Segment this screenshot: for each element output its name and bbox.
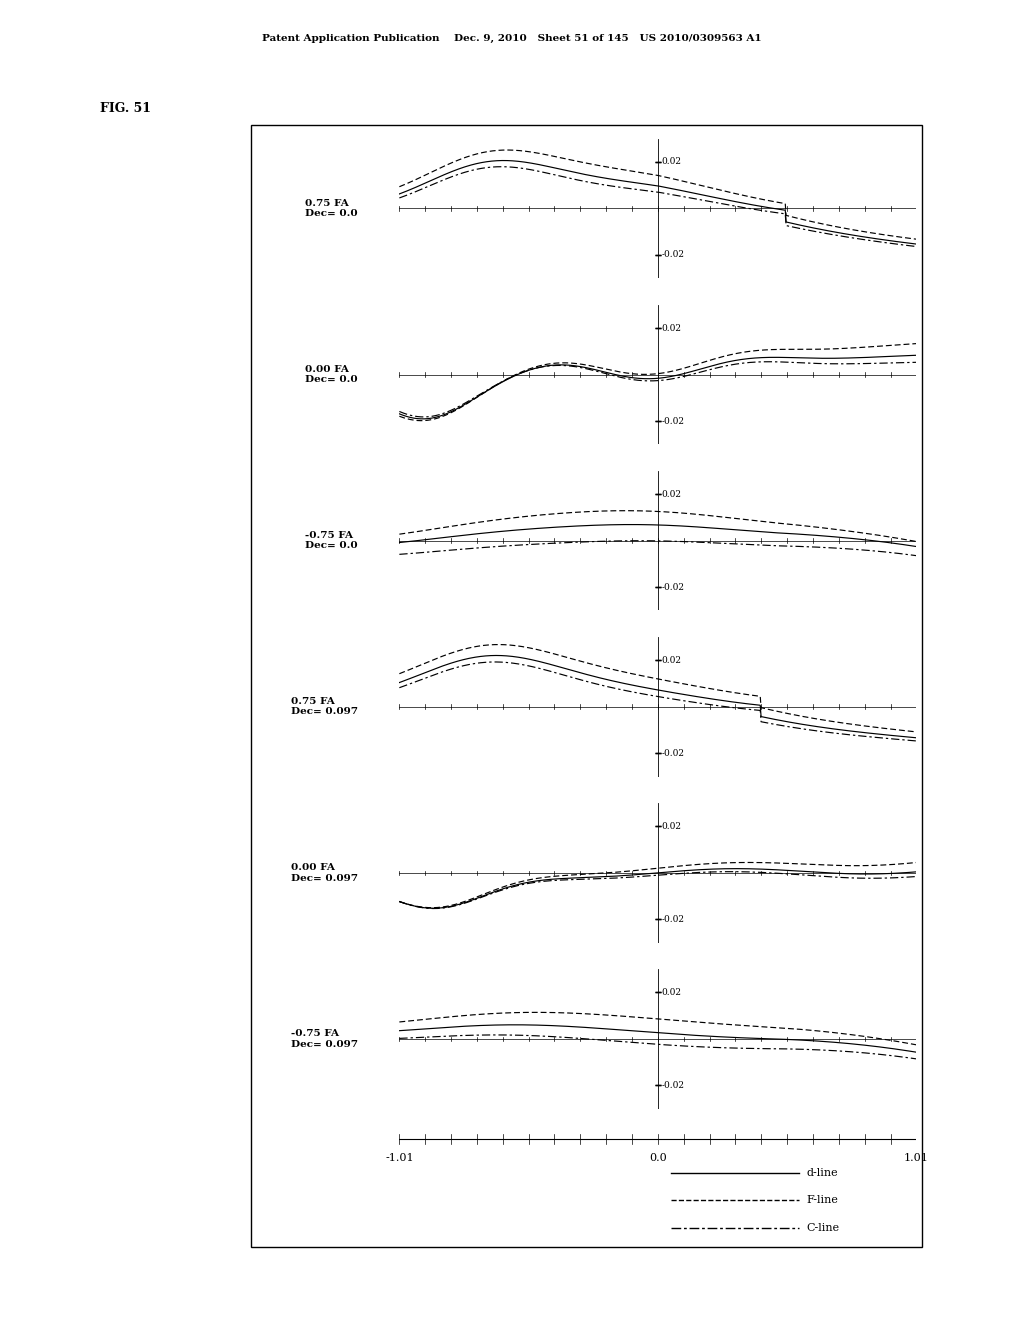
Text: -0.02: -0.02 xyxy=(662,748,685,758)
Text: 0.02: 0.02 xyxy=(662,490,682,499)
Text: FIG. 51: FIG. 51 xyxy=(100,102,152,115)
Text: 0.02: 0.02 xyxy=(662,323,682,333)
Text: 0.02: 0.02 xyxy=(662,656,682,665)
Text: 0.00 FA
Dec= 0.097: 0.00 FA Dec= 0.097 xyxy=(291,863,357,883)
Text: -0.02: -0.02 xyxy=(662,1081,685,1090)
Text: C-line: C-line xyxy=(807,1222,840,1233)
Text: -0.02: -0.02 xyxy=(662,915,685,924)
Text: 0.02: 0.02 xyxy=(662,157,682,166)
Text: 0.0: 0.0 xyxy=(649,1154,667,1163)
Text: 0.00 FA
Dec= 0.0: 0.00 FA Dec= 0.0 xyxy=(305,364,357,384)
Text: -0.02: -0.02 xyxy=(662,582,685,591)
Text: 0.02: 0.02 xyxy=(662,822,682,830)
Text: d-line: d-line xyxy=(807,1168,838,1177)
Text: F-line: F-line xyxy=(807,1196,839,1205)
Text: 0.75 FA
Dec= 0.0: 0.75 FA Dec= 0.0 xyxy=(305,199,357,218)
Text: 0.02: 0.02 xyxy=(662,987,682,997)
Text: -0.02: -0.02 xyxy=(662,417,685,425)
Text: 1.01: 1.01 xyxy=(904,1154,929,1163)
Text: -1.01: -1.01 xyxy=(385,1154,414,1163)
Text: -0.02: -0.02 xyxy=(662,251,685,260)
Text: -0.75 FA
Dec= 0.0: -0.75 FA Dec= 0.0 xyxy=(305,531,357,550)
Text: -0.75 FA
Dec= 0.097: -0.75 FA Dec= 0.097 xyxy=(291,1030,357,1048)
Text: 0.75 FA
Dec= 0.097: 0.75 FA Dec= 0.097 xyxy=(291,697,357,717)
Text: Patent Application Publication    Dec. 9, 2010   Sheet 51 of 145   US 2010/03095: Patent Application Publication Dec. 9, 2… xyxy=(262,34,762,44)
